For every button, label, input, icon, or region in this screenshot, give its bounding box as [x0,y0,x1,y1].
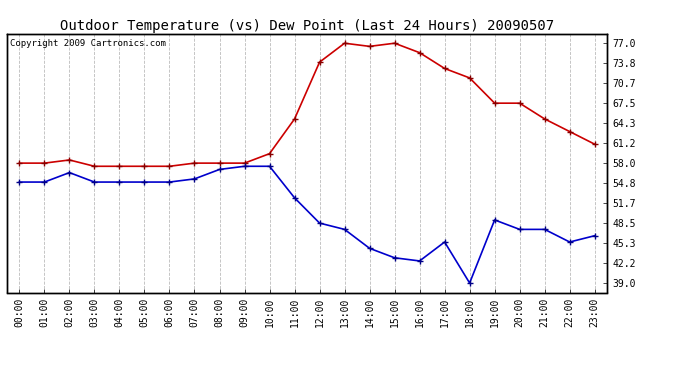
Title: Outdoor Temperature (vs) Dew Point (Last 24 Hours) 20090507: Outdoor Temperature (vs) Dew Point (Last… [60,19,554,33]
Text: Copyright 2009 Cartronics.com: Copyright 2009 Cartronics.com [10,39,166,48]
